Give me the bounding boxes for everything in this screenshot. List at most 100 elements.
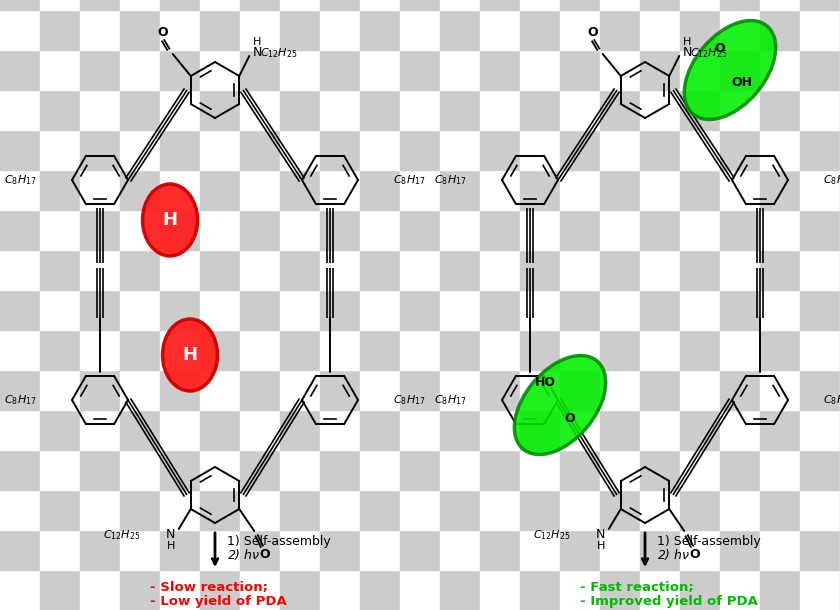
Bar — [680, 10, 720, 50]
Text: HO: HO — [534, 376, 555, 390]
Bar — [760, 410, 800, 450]
Bar — [480, 90, 520, 130]
Bar — [160, 170, 200, 210]
Bar — [160, 570, 200, 610]
Bar — [0, 370, 40, 410]
Bar — [720, 250, 760, 290]
Bar — [0, 570, 40, 610]
Bar — [360, 90, 400, 130]
Bar — [480, 250, 520, 290]
Bar — [240, 290, 280, 330]
Ellipse shape — [162, 319, 218, 391]
Bar — [40, 170, 80, 210]
Bar — [560, 10, 600, 50]
Bar — [0, 490, 40, 530]
Bar — [640, 10, 680, 50]
Bar — [800, 290, 840, 330]
Bar — [520, 50, 560, 90]
Text: O: O — [564, 412, 575, 426]
Bar — [760, 450, 800, 490]
Text: $C_{12}H_{25}$: $C_{12}H_{25}$ — [103, 528, 141, 542]
Bar — [680, 170, 720, 210]
Bar — [240, 530, 280, 570]
Bar — [40, 10, 80, 50]
Bar — [640, 410, 680, 450]
Bar — [80, 130, 120, 170]
Bar — [560, 130, 600, 170]
Bar — [0, 210, 40, 250]
Bar — [200, 170, 240, 210]
Bar — [160, 490, 200, 530]
Bar — [600, 330, 640, 370]
Text: H: H — [596, 541, 605, 551]
Bar — [440, 330, 480, 370]
Bar — [320, 570, 360, 610]
Bar — [680, 250, 720, 290]
Bar — [320, 250, 360, 290]
Bar — [600, 570, 640, 610]
Bar — [320, 290, 360, 330]
Bar — [400, 250, 440, 290]
Bar — [40, 370, 80, 410]
Bar — [200, 90, 240, 130]
Bar — [680, 370, 720, 410]
Bar — [280, 570, 320, 610]
Bar — [360, 410, 400, 450]
Bar — [280, 90, 320, 130]
Bar — [760, 130, 800, 170]
Bar — [360, 130, 400, 170]
Bar — [640, 250, 680, 290]
Bar — [440, 90, 480, 130]
Bar — [800, 210, 840, 250]
Bar — [440, 170, 480, 210]
Text: $C_8H_{17}$: $C_8H_{17}$ — [393, 173, 426, 187]
Bar — [120, 450, 160, 490]
Bar — [280, 170, 320, 210]
Bar — [560, 170, 600, 210]
Bar — [560, 490, 600, 530]
Bar — [120, 290, 160, 330]
Bar — [640, 0, 680, 10]
Bar — [0, 290, 40, 330]
Bar — [520, 410, 560, 450]
Bar — [480, 370, 520, 410]
Bar — [400, 0, 440, 10]
Bar — [800, 330, 840, 370]
Bar — [160, 410, 200, 450]
Bar — [800, 170, 840, 210]
Bar — [800, 370, 840, 410]
Bar — [160, 290, 200, 330]
Bar — [160, 450, 200, 490]
Bar — [520, 250, 560, 290]
Bar — [120, 490, 160, 530]
Text: 1) Self-assembly: 1) Self-assembly — [227, 536, 331, 548]
Bar — [160, 210, 200, 250]
Bar — [240, 250, 280, 290]
Bar — [480, 570, 520, 610]
Text: H: H — [162, 211, 177, 229]
Bar — [760, 0, 800, 10]
Bar — [200, 130, 240, 170]
Bar — [760, 530, 800, 570]
Bar — [280, 10, 320, 50]
Bar — [120, 10, 160, 50]
Bar — [800, 410, 840, 450]
Bar — [720, 130, 760, 170]
Ellipse shape — [685, 21, 775, 120]
Bar — [760, 90, 800, 130]
Bar — [760, 370, 800, 410]
Bar — [480, 170, 520, 210]
Bar — [600, 530, 640, 570]
Text: $C_8H_{17}$: $C_8H_{17}$ — [4, 393, 37, 407]
Bar — [120, 0, 160, 10]
Bar — [600, 250, 640, 290]
Bar — [40, 210, 80, 250]
Bar — [560, 570, 600, 610]
Bar — [0, 530, 40, 570]
Bar — [640, 450, 680, 490]
Bar — [520, 170, 560, 210]
Bar — [40, 410, 80, 450]
Bar — [360, 370, 400, 410]
Bar — [400, 50, 440, 90]
Bar — [560, 290, 600, 330]
